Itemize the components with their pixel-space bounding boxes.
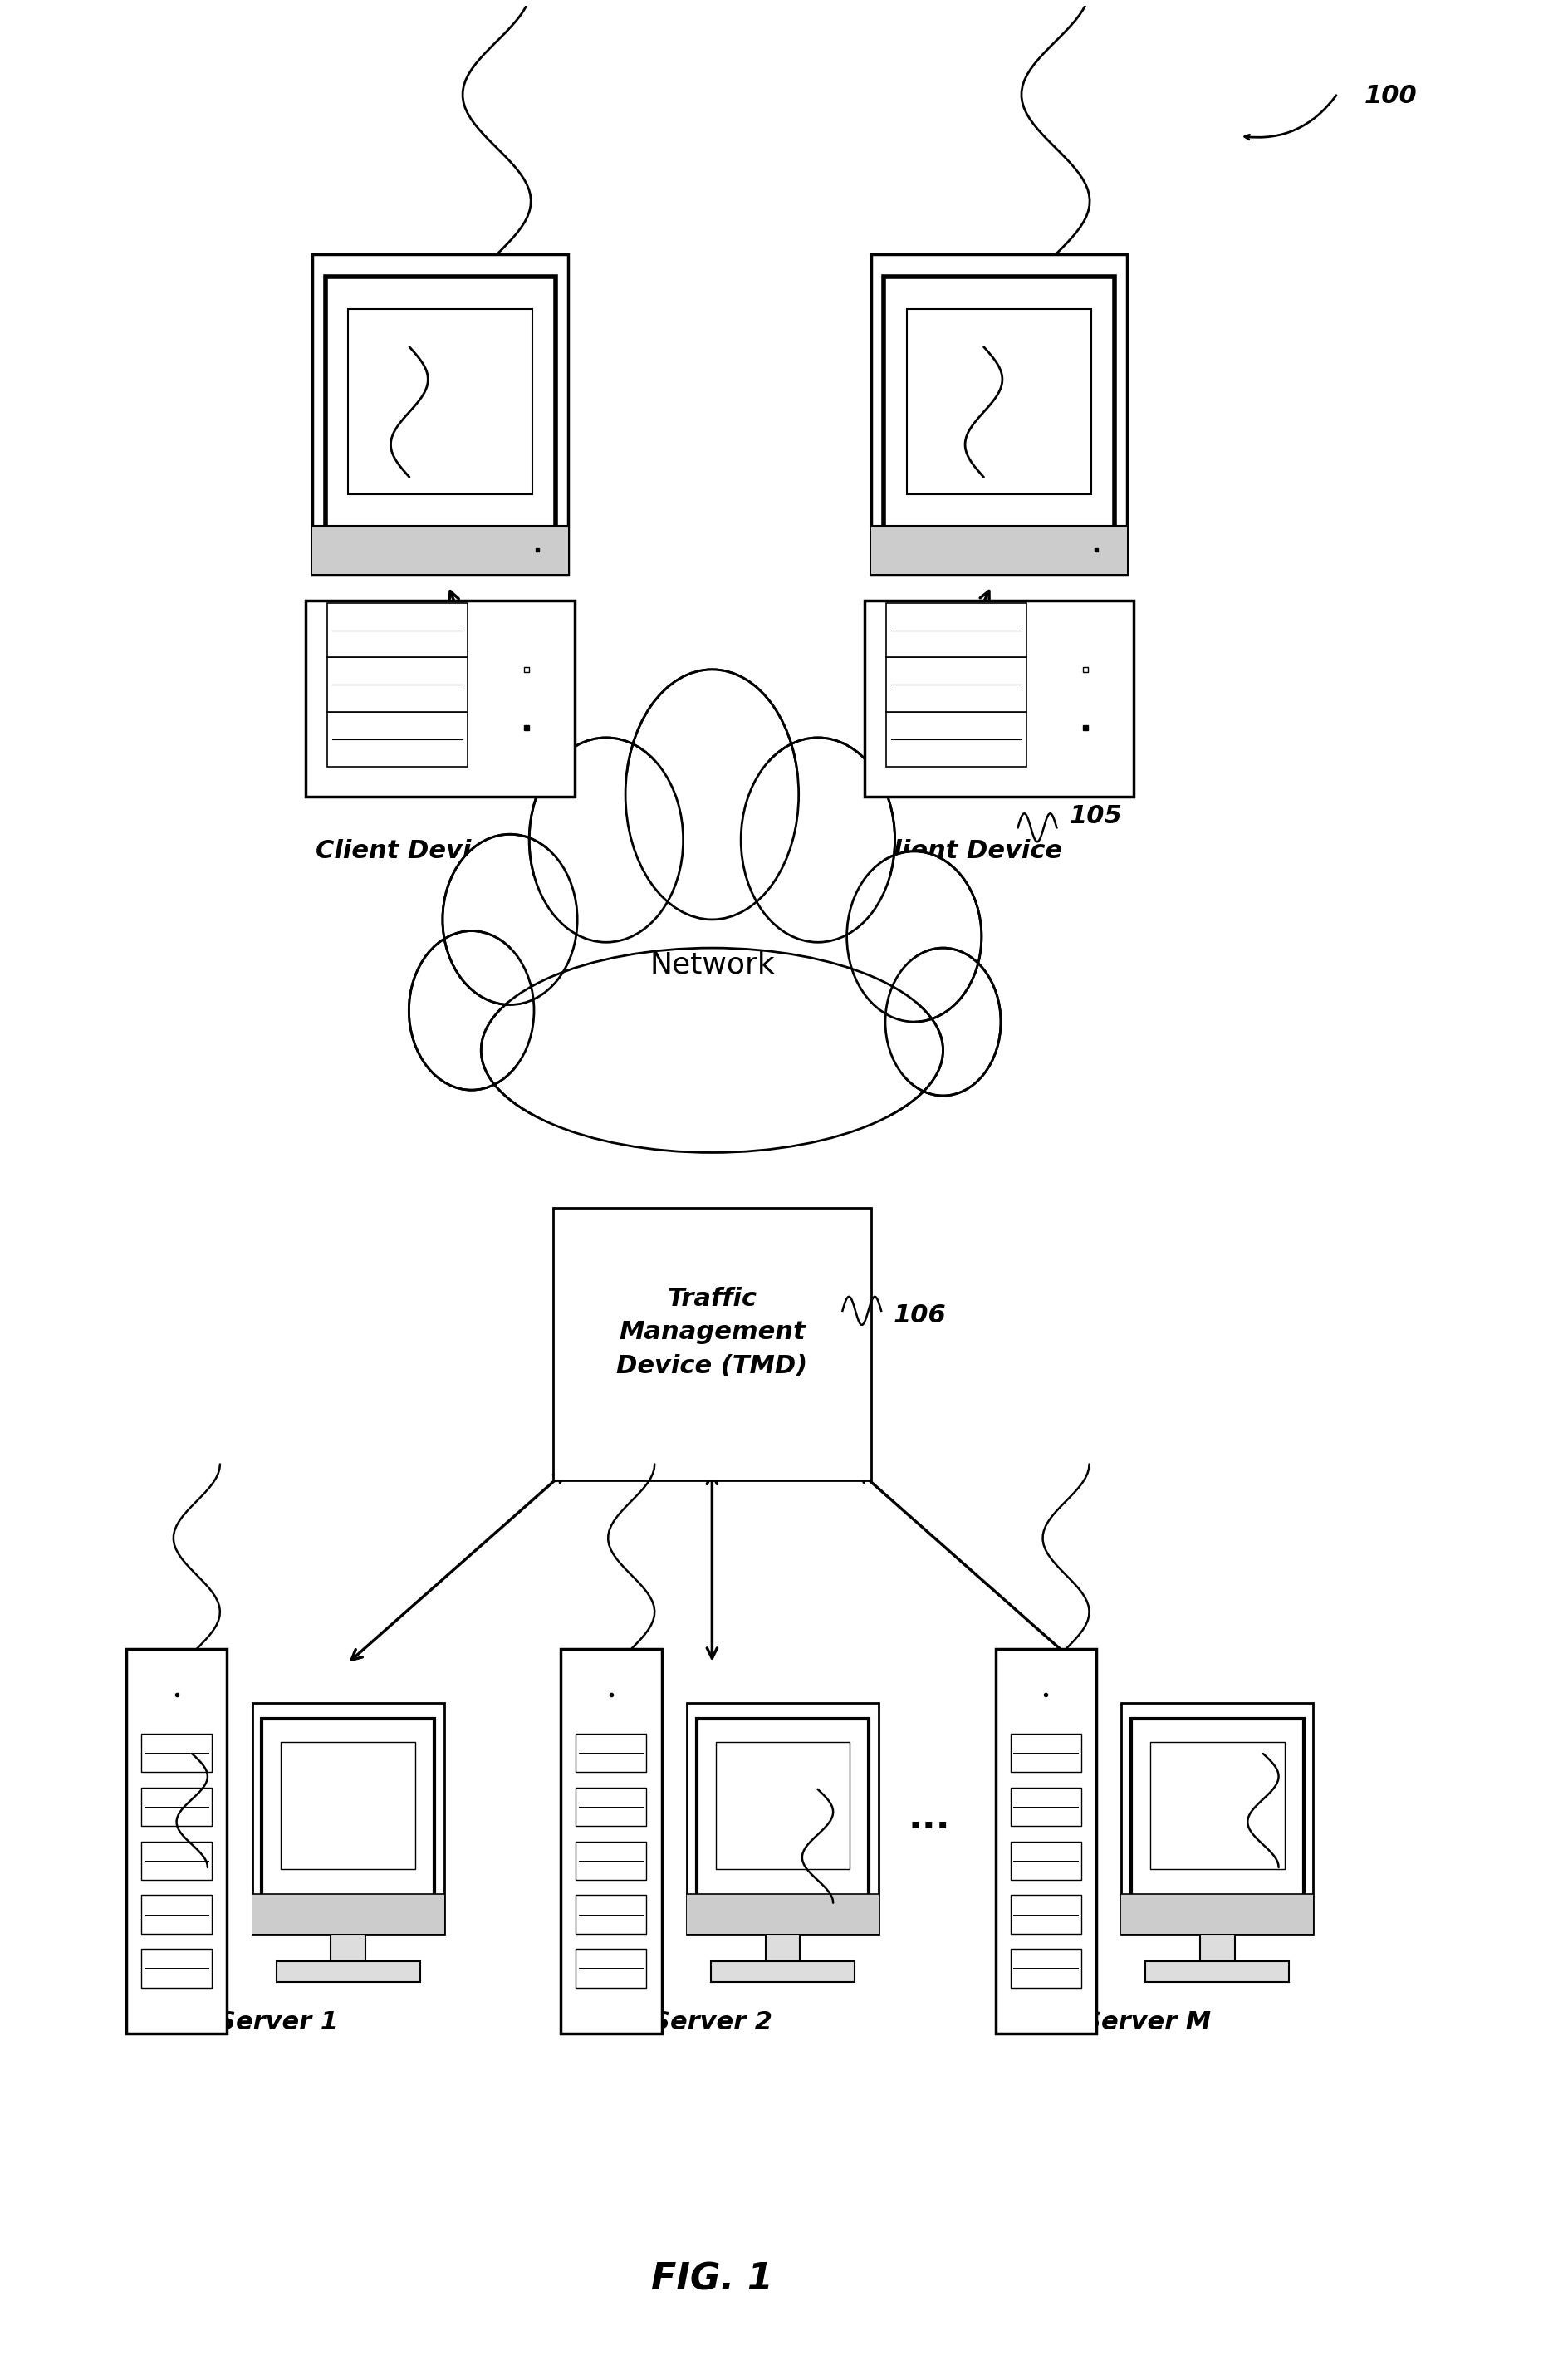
- FancyBboxPatch shape: [871, 255, 1127, 574]
- FancyBboxPatch shape: [864, 600, 1133, 797]
- FancyBboxPatch shape: [141, 1894, 211, 1933]
- Ellipse shape: [508, 752, 916, 1235]
- Text: Server 2: Server 2: [652, 2011, 772, 2035]
- FancyBboxPatch shape: [331, 1933, 366, 1961]
- Text: Network: Network: [649, 952, 774, 978]
- FancyBboxPatch shape: [994, 1649, 1096, 2035]
- FancyBboxPatch shape: [907, 309, 1091, 495]
- FancyBboxPatch shape: [1150, 1742, 1283, 1868]
- Ellipse shape: [481, 947, 942, 1152]
- Text: Client Device: Client Device: [874, 838, 1061, 864]
- Text: Server M: Server M: [1082, 2011, 1210, 2035]
- Text: FIG. 1: FIG. 1: [650, 2261, 772, 2297]
- FancyBboxPatch shape: [1130, 1718, 1304, 1916]
- FancyBboxPatch shape: [1144, 1961, 1288, 1983]
- Text: 108: 108: [133, 1718, 186, 1742]
- FancyBboxPatch shape: [313, 526, 569, 574]
- Text: Traffic
Management
Device (TMD): Traffic Management Device (TMD): [616, 1288, 807, 1378]
- FancyBboxPatch shape: [686, 1702, 878, 1933]
- Text: ...: ...: [908, 1799, 950, 1835]
- FancyBboxPatch shape: [325, 276, 555, 550]
- FancyBboxPatch shape: [1010, 1894, 1080, 1933]
- Ellipse shape: [885, 947, 1000, 1095]
- FancyBboxPatch shape: [281, 1742, 414, 1868]
- FancyBboxPatch shape: [327, 602, 467, 657]
- FancyBboxPatch shape: [575, 1949, 646, 1987]
- Ellipse shape: [741, 738, 894, 942]
- FancyBboxPatch shape: [575, 1787, 646, 1825]
- Ellipse shape: [442, 835, 577, 1004]
- FancyBboxPatch shape: [277, 1961, 420, 1983]
- FancyBboxPatch shape: [711, 1961, 853, 1983]
- FancyBboxPatch shape: [883, 276, 1114, 550]
- FancyBboxPatch shape: [141, 1787, 211, 1825]
- Ellipse shape: [846, 852, 982, 1021]
- FancyBboxPatch shape: [127, 1649, 227, 2035]
- FancyBboxPatch shape: [1121, 1702, 1313, 1933]
- FancyBboxPatch shape: [1010, 1949, 1080, 1987]
- FancyBboxPatch shape: [327, 657, 467, 712]
- Ellipse shape: [625, 669, 799, 919]
- FancyBboxPatch shape: [1010, 1787, 1080, 1825]
- FancyBboxPatch shape: [553, 1207, 871, 1480]
- FancyBboxPatch shape: [575, 1894, 646, 1933]
- Text: 105: 105: [1069, 804, 1121, 828]
- FancyBboxPatch shape: [141, 1733, 211, 1773]
- FancyBboxPatch shape: [141, 1949, 211, 1987]
- Text: 110: 110: [1204, 1718, 1257, 1742]
- FancyBboxPatch shape: [327, 712, 467, 766]
- FancyBboxPatch shape: [349, 309, 533, 495]
- Text: Client Device: Client Device: [316, 838, 503, 864]
- FancyBboxPatch shape: [696, 1718, 869, 1916]
- FancyBboxPatch shape: [764, 1933, 800, 1961]
- FancyBboxPatch shape: [686, 1894, 878, 1933]
- FancyBboxPatch shape: [886, 712, 1025, 766]
- FancyBboxPatch shape: [1199, 1933, 1233, 1961]
- FancyBboxPatch shape: [252, 1702, 444, 1933]
- FancyBboxPatch shape: [261, 1718, 435, 1916]
- Text: 109: 109: [825, 1759, 878, 1783]
- FancyBboxPatch shape: [306, 600, 575, 797]
- Text: 100: 100: [1363, 83, 1416, 107]
- FancyBboxPatch shape: [1010, 1842, 1080, 1880]
- FancyBboxPatch shape: [886, 602, 1025, 657]
- FancyBboxPatch shape: [313, 255, 569, 574]
- FancyBboxPatch shape: [252, 1894, 444, 1933]
- FancyBboxPatch shape: [141, 1842, 211, 1880]
- FancyBboxPatch shape: [1121, 1894, 1313, 1933]
- FancyBboxPatch shape: [1010, 1733, 1080, 1773]
- Text: Server 1: Server 1: [217, 2011, 338, 2035]
- FancyBboxPatch shape: [561, 1649, 661, 2035]
- Ellipse shape: [408, 931, 533, 1090]
- Ellipse shape: [528, 738, 683, 942]
- FancyBboxPatch shape: [716, 1742, 849, 1868]
- Text: 102: 102: [339, 307, 392, 331]
- FancyBboxPatch shape: [871, 526, 1127, 574]
- Text: 103: 103: [917, 307, 971, 331]
- FancyBboxPatch shape: [575, 1733, 646, 1773]
- FancyBboxPatch shape: [575, 1842, 646, 1880]
- FancyBboxPatch shape: [886, 657, 1025, 712]
- Text: 106: 106: [892, 1304, 946, 1328]
